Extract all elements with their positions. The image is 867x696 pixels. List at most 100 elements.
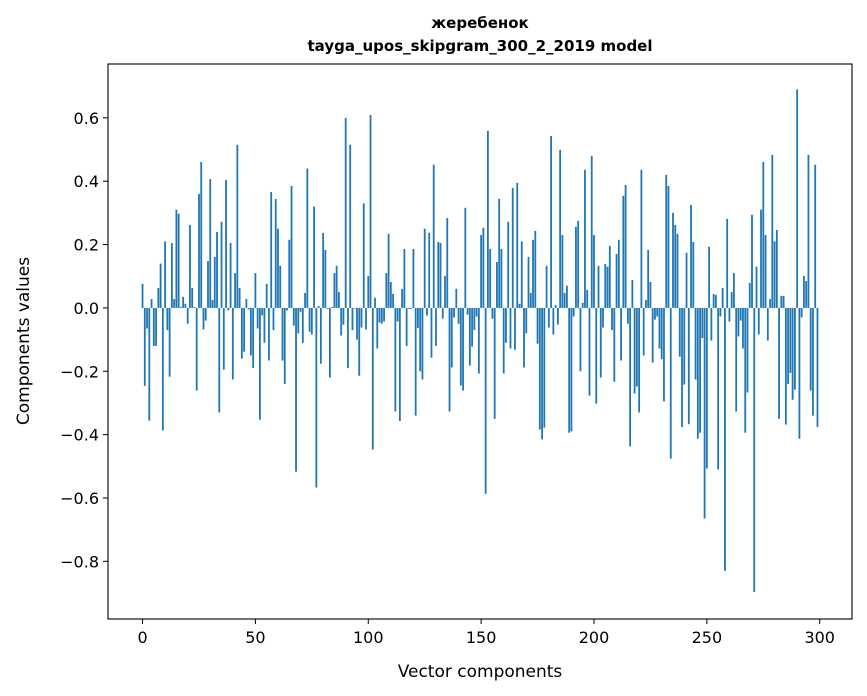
bar [301, 307, 304, 343]
bar [559, 149, 562, 308]
y-tick-label: 0.4 [74, 172, 99, 191]
y-axis: 0.6 0.4 0.2 0.0 −0.2 −0.4 −0.6 −0.8 [60, 109, 108, 571]
bar [798, 307, 801, 439]
bar [150, 299, 153, 308]
bar [313, 206, 315, 308]
bar [645, 300, 647, 308]
bar [757, 307, 760, 335]
x-tick-label: 300 [804, 628, 835, 647]
bar [141, 283, 144, 308]
bar [764, 235, 767, 308]
bar [547, 307, 550, 328]
bar [254, 273, 257, 308]
bar [525, 307, 528, 334]
bar [803, 275, 805, 308]
bar [667, 185, 670, 308]
bar [175, 209, 178, 308]
bar [455, 288, 458, 308]
bar [371, 307, 374, 450]
bar [622, 195, 625, 308]
bar [189, 224, 191, 308]
bar [556, 307, 559, 325]
bar [683, 307, 686, 385]
bar [507, 221, 510, 308]
bar [760, 209, 762, 308]
bar [514, 307, 516, 350]
bar [405, 307, 408, 346]
bar [710, 307, 713, 341]
bar [202, 307, 205, 330]
bar [170, 242, 173, 308]
bar [290, 185, 293, 308]
bar [211, 300, 214, 308]
bar [394, 307, 397, 412]
bar [624, 185, 627, 308]
bar [459, 307, 462, 386]
bar [626, 307, 629, 324]
bar [762, 161, 765, 308]
bar [218, 307, 221, 413]
bar [681, 307, 683, 428]
bar [674, 224, 677, 308]
bar [809, 307, 812, 391]
bar [814, 164, 817, 308]
bar [441, 307, 444, 319]
bar [498, 198, 501, 308]
bar [554, 305, 557, 308]
bar [231, 307, 234, 380]
bar [272, 307, 275, 331]
bar [640, 169, 643, 308]
bar [173, 299, 176, 308]
bar [599, 307, 602, 378]
bar [631, 280, 634, 308]
bar [613, 307, 616, 382]
bar [692, 242, 695, 308]
chart-subtitle: tayga_upos_skipgram_300_2_2019 model [308, 37, 653, 55]
bar [500, 249, 503, 308]
bar [288, 239, 291, 308]
bar [568, 307, 571, 433]
bar [401, 288, 404, 308]
bar [509, 307, 512, 349]
bar [782, 295, 785, 308]
bar [419, 307, 422, 372]
bar [245, 299, 248, 308]
bar [328, 307, 331, 378]
bar [193, 306, 196, 308]
bar [742, 307, 744, 349]
bar [687, 307, 690, 425]
bar [292, 307, 295, 326]
bar [545, 265, 548, 308]
bar [676, 233, 679, 308]
bar [166, 307, 169, 331]
bar [532, 239, 534, 308]
bar [238, 287, 241, 308]
bar [685, 252, 688, 308]
bar [651, 307, 654, 363]
x-axis-label: Vector components [398, 662, 563, 682]
bar [277, 228, 279, 308]
bar [703, 307, 706, 519]
bar [383, 307, 385, 322]
bar [739, 307, 742, 321]
bar [268, 307, 270, 361]
bar [378, 307, 381, 323]
bar [586, 289, 589, 308]
bar [435, 307, 437, 346]
bar [708, 246, 711, 308]
bar [216, 231, 218, 308]
bar [784, 307, 787, 425]
bar [446, 217, 449, 308]
bar [360, 307, 363, 328]
bar [581, 302, 584, 308]
bar [182, 296, 185, 308]
bar [410, 307, 413, 309]
bar [678, 307, 681, 357]
bar [380, 307, 383, 324]
bar [234, 273, 236, 308]
bar [669, 307, 672, 459]
bar [198, 193, 200, 308]
bar [701, 307, 704, 339]
bar [432, 164, 435, 308]
bar [437, 242, 440, 308]
